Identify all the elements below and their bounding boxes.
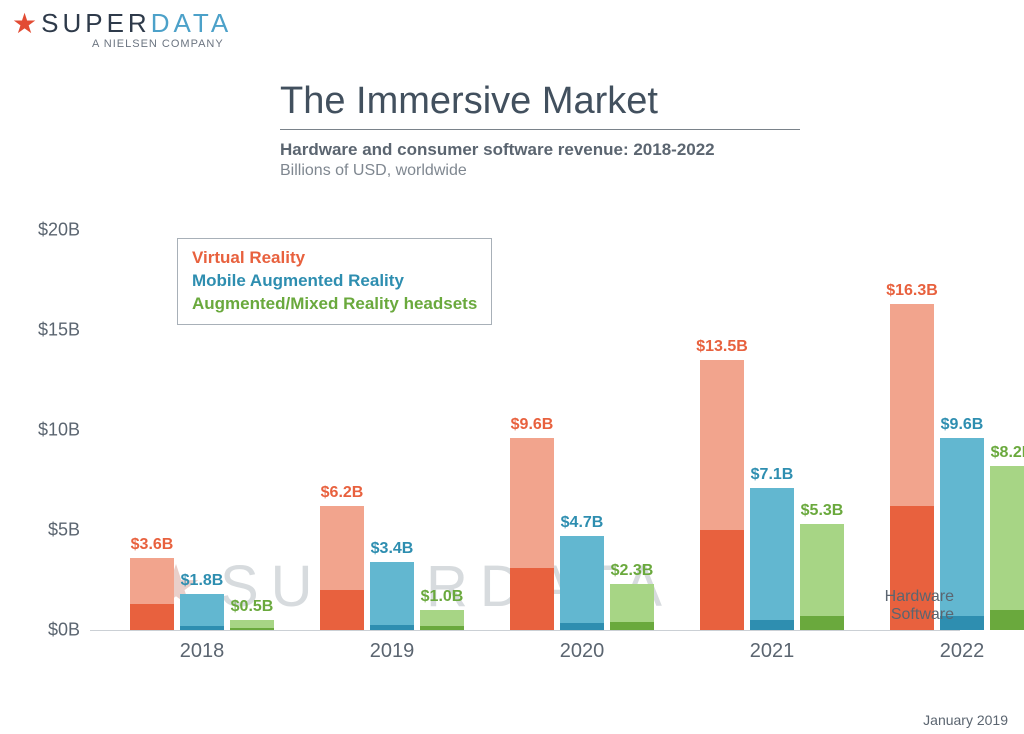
bar-value-label: $1.0B: [421, 588, 464, 606]
legend-item-mar: Mobile Augmented Reality: [192, 270, 477, 293]
bar-value-label: $3.6B: [131, 536, 174, 554]
bar-amr-2021: $5.3B: [800, 524, 844, 630]
bar-seg-software: [180, 594, 224, 626]
bar-seg-hardware: [180, 626, 224, 630]
bar-value-label: $4.7B: [561, 514, 604, 532]
legend-item-vr: Virtual Reality: [192, 247, 477, 270]
x-tick-label: 2021: [750, 640, 795, 663]
bar-vr-2020: $9.6B: [510, 438, 554, 630]
bar-seg-hardware: [230, 628, 274, 630]
hardware-callout-label: Hardware: [885, 588, 954, 606]
x-tick-label: 2022: [940, 640, 985, 663]
bar-mar-2021: $7.1B: [750, 488, 794, 630]
bar-vr-2019: $6.2B: [320, 506, 364, 630]
bar-value-label: $7.1B: [751, 466, 794, 484]
bar-seg-software: [750, 488, 794, 620]
legend-item-amr: Augmented/Mixed Reality headsets: [192, 293, 477, 316]
bar-seg-software: [420, 610, 464, 626]
brand-tagline: A NIELSEN COMPANY: [92, 38, 224, 50]
bar-seg-software: [890, 304, 934, 506]
bar-value-label: $3.4B: [371, 540, 414, 558]
bar-seg-hardware: [800, 616, 844, 630]
bar-mar-2018: $1.8B: [180, 594, 224, 630]
bar-value-label: $0.5B: [231, 598, 274, 616]
x-tick-label: 2019: [370, 640, 415, 663]
software-callout-label: Software: [891, 606, 954, 624]
bar-value-label: $9.6B: [511, 416, 554, 434]
title-block: The Immersive Market Hardware and consum…: [280, 80, 800, 180]
bar-value-label: $1.8B: [181, 572, 224, 590]
bar-seg-software: [320, 506, 364, 590]
y-tick-label: $15B: [38, 320, 80, 341]
y-tick-label: $10B: [38, 420, 80, 441]
brand-name-left: SUPER: [41, 8, 151, 38]
bar-vr-2022: $16.3B: [890, 304, 934, 630]
bar-seg-software: [510, 438, 554, 568]
footer-date: January 2019: [923, 712, 1008, 728]
bar-vr-2018: $3.6B: [130, 558, 174, 630]
y-tick-label: $20B: [38, 220, 80, 241]
y-tick-label: $0B: [48, 620, 80, 641]
bar-seg-software: [560, 536, 604, 623]
bar-value-label: $16.3B: [886, 282, 938, 300]
legend: Virtual RealityMobile Augmented RealityA…: [177, 238, 492, 325]
bar-seg-software: [370, 562, 414, 625]
bar-seg-hardware: [420, 626, 464, 630]
bar-value-label: $5.3B: [801, 502, 844, 520]
subtitle-light: Billions of USD, worldwide: [280, 162, 800, 180]
plot-area: ★SUPERDATA $0B$5B$10B$15B$20B2018$3.6B$1…: [90, 230, 960, 631]
bar-seg-hardware: [370, 625, 414, 630]
bar-seg-software: [230, 620, 274, 628]
bar-value-label: $6.2B: [321, 484, 364, 502]
brand-wordmark: SUPERDATA: [41, 8, 232, 39]
star-icon: ★: [12, 10, 37, 38]
bar-seg-hardware: [610, 622, 654, 630]
bar-seg-software: [700, 360, 744, 530]
brand-name-right: DATA: [151, 8, 232, 38]
bar-seg-hardware: [510, 568, 554, 630]
bar-amr-2019: $1.0B: [420, 610, 464, 630]
bar-seg-hardware: [750, 620, 794, 630]
bar-mar-2020: $4.7B: [560, 536, 604, 630]
bar-seg-software: [130, 558, 174, 604]
bar-seg-software: [800, 524, 844, 616]
x-tick-label: 2018: [180, 640, 225, 663]
page-title: The Immersive Market: [280, 80, 800, 123]
bar-value-label: $8.2B: [991, 444, 1024, 462]
bar-value-label: $2.3B: [611, 562, 654, 580]
bar-seg-hardware: [990, 610, 1024, 630]
bar-seg-hardware: [700, 530, 744, 630]
bar-amr-2018: $0.5B: [230, 620, 274, 630]
bar-seg-hardware: [130, 604, 174, 630]
bar-seg-software: [610, 584, 654, 622]
bar-value-label: $9.6B: [941, 416, 984, 434]
bar-vr-2021: $13.5B: [700, 360, 744, 630]
bar-seg-software: [990, 466, 1024, 610]
immersive-market-chart: ★SUPERDATA $0B$5B$10B$15B$20B2018$3.6B$1…: [20, 210, 1004, 680]
title-rule: [280, 129, 800, 130]
bar-value-label: $13.5B: [696, 338, 748, 356]
bar-seg-hardware: [320, 590, 364, 630]
y-tick-label: $5B: [48, 520, 80, 541]
bar-amr-2020: $2.3B: [610, 584, 654, 630]
bar-seg-hardware: [560, 623, 604, 630]
bar-amr-2022: $8.2B: [990, 466, 1024, 630]
brand-logo: ★ SUPERDATA: [12, 8, 232, 39]
bar-mar-2019: $3.4B: [370, 562, 414, 630]
x-tick-label: 2020: [560, 640, 605, 663]
subtitle-bold: Hardware and consumer software revenue: …: [280, 140, 800, 160]
